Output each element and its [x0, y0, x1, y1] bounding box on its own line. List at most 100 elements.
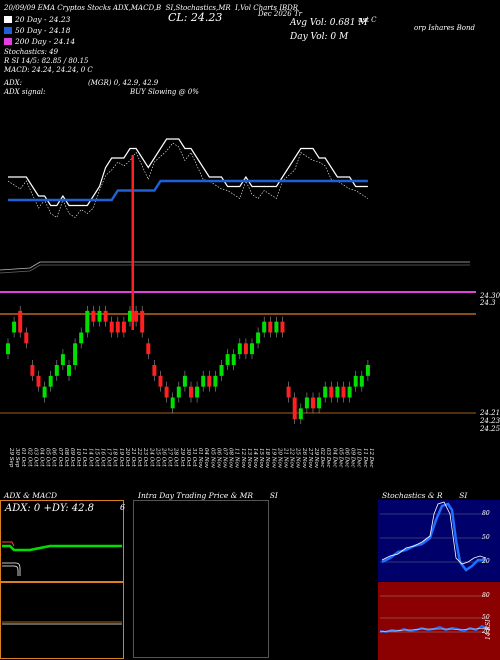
- date-label: 03 Dec: [325, 448, 331, 468]
- date-label: 09 Dec: [350, 448, 356, 468]
- date-label: 21 Oct: [130, 447, 136, 467]
- date-label: 08 Oct: [63, 448, 69, 467]
- candle-body: [231, 354, 236, 365]
- date-label: 14 Nov: [252, 448, 258, 469]
- candle-body: [60, 354, 65, 365]
- date-label: 26 Oct: [161, 447, 167, 467]
- candle-body: [329, 386, 334, 398]
- candle-body: [256, 332, 261, 344]
- date-label: 11 Dec: [362, 448, 368, 468]
- date-label: 29 Oct: [179, 447, 185, 467]
- candle-body: [280, 321, 285, 333]
- stoch-tick-20: 20: [482, 558, 490, 565]
- adx-panel-title: ADX & MACD: [4, 491, 58, 500]
- candle-body: [335, 386, 340, 398]
- date-label: 04 Dec: [331, 448, 337, 468]
- candle-body: [134, 310, 139, 322]
- candle-body: [158, 375, 163, 387]
- buy-signal: BUY Slowing @ 0%: [130, 88, 199, 96]
- adx-plus-line: [2, 544, 122, 552]
- date-label: 28 Oct: [173, 447, 179, 467]
- avg-vol-label: Avg Vol: 0.681 M: [290, 18, 368, 28]
- date-label: 07 Oct: [57, 448, 63, 467]
- date-label: 06 Oct: [51, 448, 57, 467]
- date-label: 10 Oct: [75, 448, 81, 467]
- date-label: 20 Nov: [276, 447, 282, 469]
- candle-body: [121, 321, 126, 333]
- adx-signal-label: ADX signal:: [4, 88, 46, 96]
- candle-body: [91, 310, 96, 322]
- date-label: 05 Dec: [337, 448, 343, 468]
- adx-label: ADX: 0 +DY: 42.8: [5, 503, 95, 514]
- date-label: 04 Oct: [39, 448, 45, 467]
- candle-body: [103, 310, 108, 322]
- candle-body: [36, 375, 41, 387]
- candle-body: [140, 310, 145, 333]
- candle-body: [128, 310, 132, 322]
- candle-body: [323, 386, 328, 398]
- candle-body: [341, 386, 346, 398]
- date-label: 04 Nov: [203, 448, 209, 469]
- candle-body: [207, 375, 212, 387]
- macd-box: [0, 582, 124, 659]
- candle-body: [164, 386, 169, 398]
- candle-body: [109, 321, 114, 333]
- intraday-mrsi-panel: [133, 500, 269, 658]
- candle-body: [146, 343, 151, 355]
- date-label: 30 Oct: [185, 448, 191, 467]
- stoch-d-line: [381, 501, 487, 565]
- adx-values: (MGR) 0, 42.9, 42.9: [88, 79, 159, 87]
- date-label: 31 Oct: [191, 448, 197, 467]
- date-label: 01 Nov: [197, 448, 203, 469]
- date-label: 05 Oct: [45, 448, 51, 467]
- date-label: 24 Oct: [148, 447, 154, 467]
- date-label: 27 Nov: [307, 447, 313, 469]
- adx-macd-panel: [0, 500, 124, 659]
- date-label: 21 Nov: [283, 447, 289, 469]
- candle-body: [311, 397, 315, 409]
- candle-body: [170, 397, 175, 409]
- mrsi-panel-title: Intra Day Trading Price & MR SI: [138, 491, 278, 500]
- stochastics-rsi-panel: [378, 500, 500, 660]
- date-label: 06 Dec: [344, 448, 350, 468]
- rsi-tick-20: 20: [482, 628, 490, 635]
- date-label: 18 Nov: [264, 448, 270, 469]
- date-label: 22 Oct: [136, 447, 142, 467]
- price-label-lower3: 24.25: [480, 425, 500, 433]
- legend-ema20: 20 Day - 24.23: [4, 15, 70, 24]
- candle-body: [152, 365, 157, 376]
- header-corp: orp Ishares Bond: [414, 24, 475, 32]
- candle-body: [268, 321, 273, 333]
- candle-body: [12, 321, 17, 333]
- candle-body: [79, 332, 84, 344]
- date-label: 26 Nov: [301, 447, 307, 469]
- price-label-lower2: 24.23: [480, 417, 500, 425]
- main-price-chart: 29 Sep 30 Sep 01 Oct 02 Oct 03 Oct 04 Oct 05 O…: [0, 138, 476, 469]
- adx-extra: 6: [120, 503, 126, 512]
- date-label: 15 Oct: [93, 448, 99, 467]
- date-label: 18 Oct: [112, 448, 118, 467]
- date-label: 13 Nov: [246, 448, 252, 469]
- candle-body: [189, 386, 193, 398]
- date-label: 16 Oct: [100, 448, 106, 467]
- adx-box: [0, 500, 124, 582]
- candle-body: [30, 365, 35, 376]
- candle-body: [201, 375, 206, 387]
- candle-body: [18, 310, 23, 333]
- candle-body: [176, 386, 181, 398]
- header-tr: Dec 2026 Tr: [258, 10, 302, 18]
- macd-line-b: [2, 565, 19, 576]
- day-vol-label: Day Vol: 0 M: [290, 32, 349, 42]
- date-label: 20 Oct: [124, 447, 130, 467]
- ema-long-line-b: [0, 264, 470, 274]
- candle-body: [225, 354, 230, 365]
- candle-body: [182, 375, 187, 387]
- date-label: 14 Oct: [87, 448, 93, 467]
- legend-ema50: 50 Day - 24.18: [4, 26, 70, 35]
- date-label: 29 Nov: [313, 447, 319, 469]
- candle-body: [54, 365, 59, 376]
- candle-body: [250, 343, 254, 355]
- price-label-lower1: 24.21: [480, 409, 500, 417]
- spike-candle: [131, 155, 134, 330]
- intraday-box: [133, 500, 269, 658]
